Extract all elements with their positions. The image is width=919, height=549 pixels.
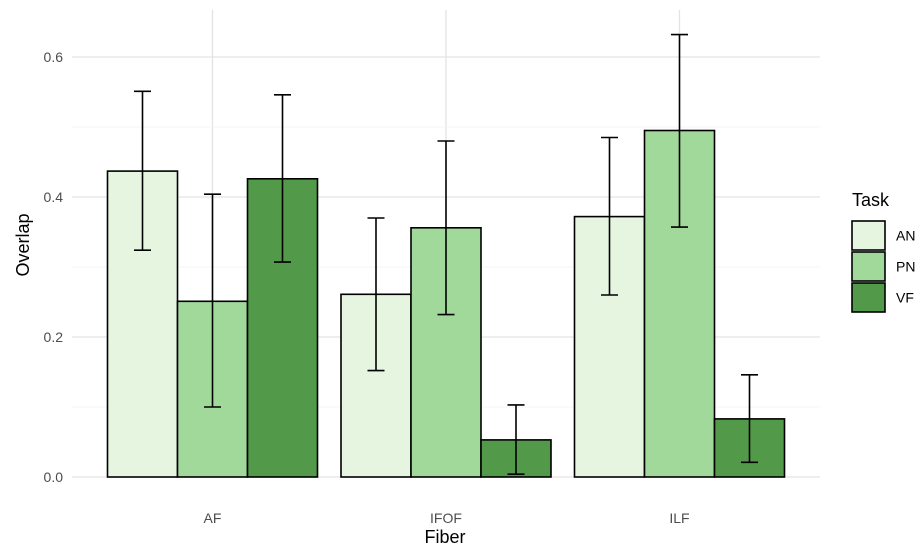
- y-tick-label: 0.4: [44, 189, 64, 205]
- error-bar-ifof-vf: [507, 404, 525, 476]
- legend-title: Task: [852, 190, 890, 210]
- legend-key-vf: [851, 282, 886, 313]
- y-axis-ticks: 0.0 0.2 0.4 0.6: [44, 49, 64, 485]
- error-bar-ilf-an: [601, 136, 618, 296]
- error-bar-ifof-an: [367, 217, 385, 372]
- legend-label-an: AN: [896, 228, 915, 244]
- bar-af-vf: [246, 178, 319, 478]
- x-tick-label-ifof: IFOF: [430, 510, 462, 526]
- y-tick-label: 0.6: [44, 49, 64, 65]
- legend-label-pn: PN: [896, 259, 915, 275]
- y-axis-title: Overlap: [13, 213, 33, 276]
- x-tick-label-ilf: ILF: [669, 510, 689, 526]
- legend-key-pn: [851, 251, 886, 282]
- legend-label-vf: VF: [896, 290, 914, 306]
- error-bar-ifof-pn: [437, 140, 455, 316]
- x-axis-title: Fiber: [424, 527, 465, 547]
- error-bars: [134, 33, 758, 476]
- legend: Task AN PN VF: [851, 190, 915, 313]
- y-tick-label: 0.0: [44, 469, 64, 485]
- x-axis-ticks: AF IFOF ILF: [204, 510, 690, 526]
- error-bar-af-an: [134, 90, 151, 251]
- error-bar-af-vf: [274, 94, 291, 263]
- error-bar-ilf-vf: [741, 373, 758, 464]
- y-tick-label: 0.2: [44, 329, 64, 345]
- error-bar-af-pn: [204, 193, 221, 408]
- x-tick-label-af: AF: [204, 510, 222, 526]
- legend-key-an: [851, 220, 886, 251]
- error-bar-ilf-pn: [671, 33, 688, 228]
